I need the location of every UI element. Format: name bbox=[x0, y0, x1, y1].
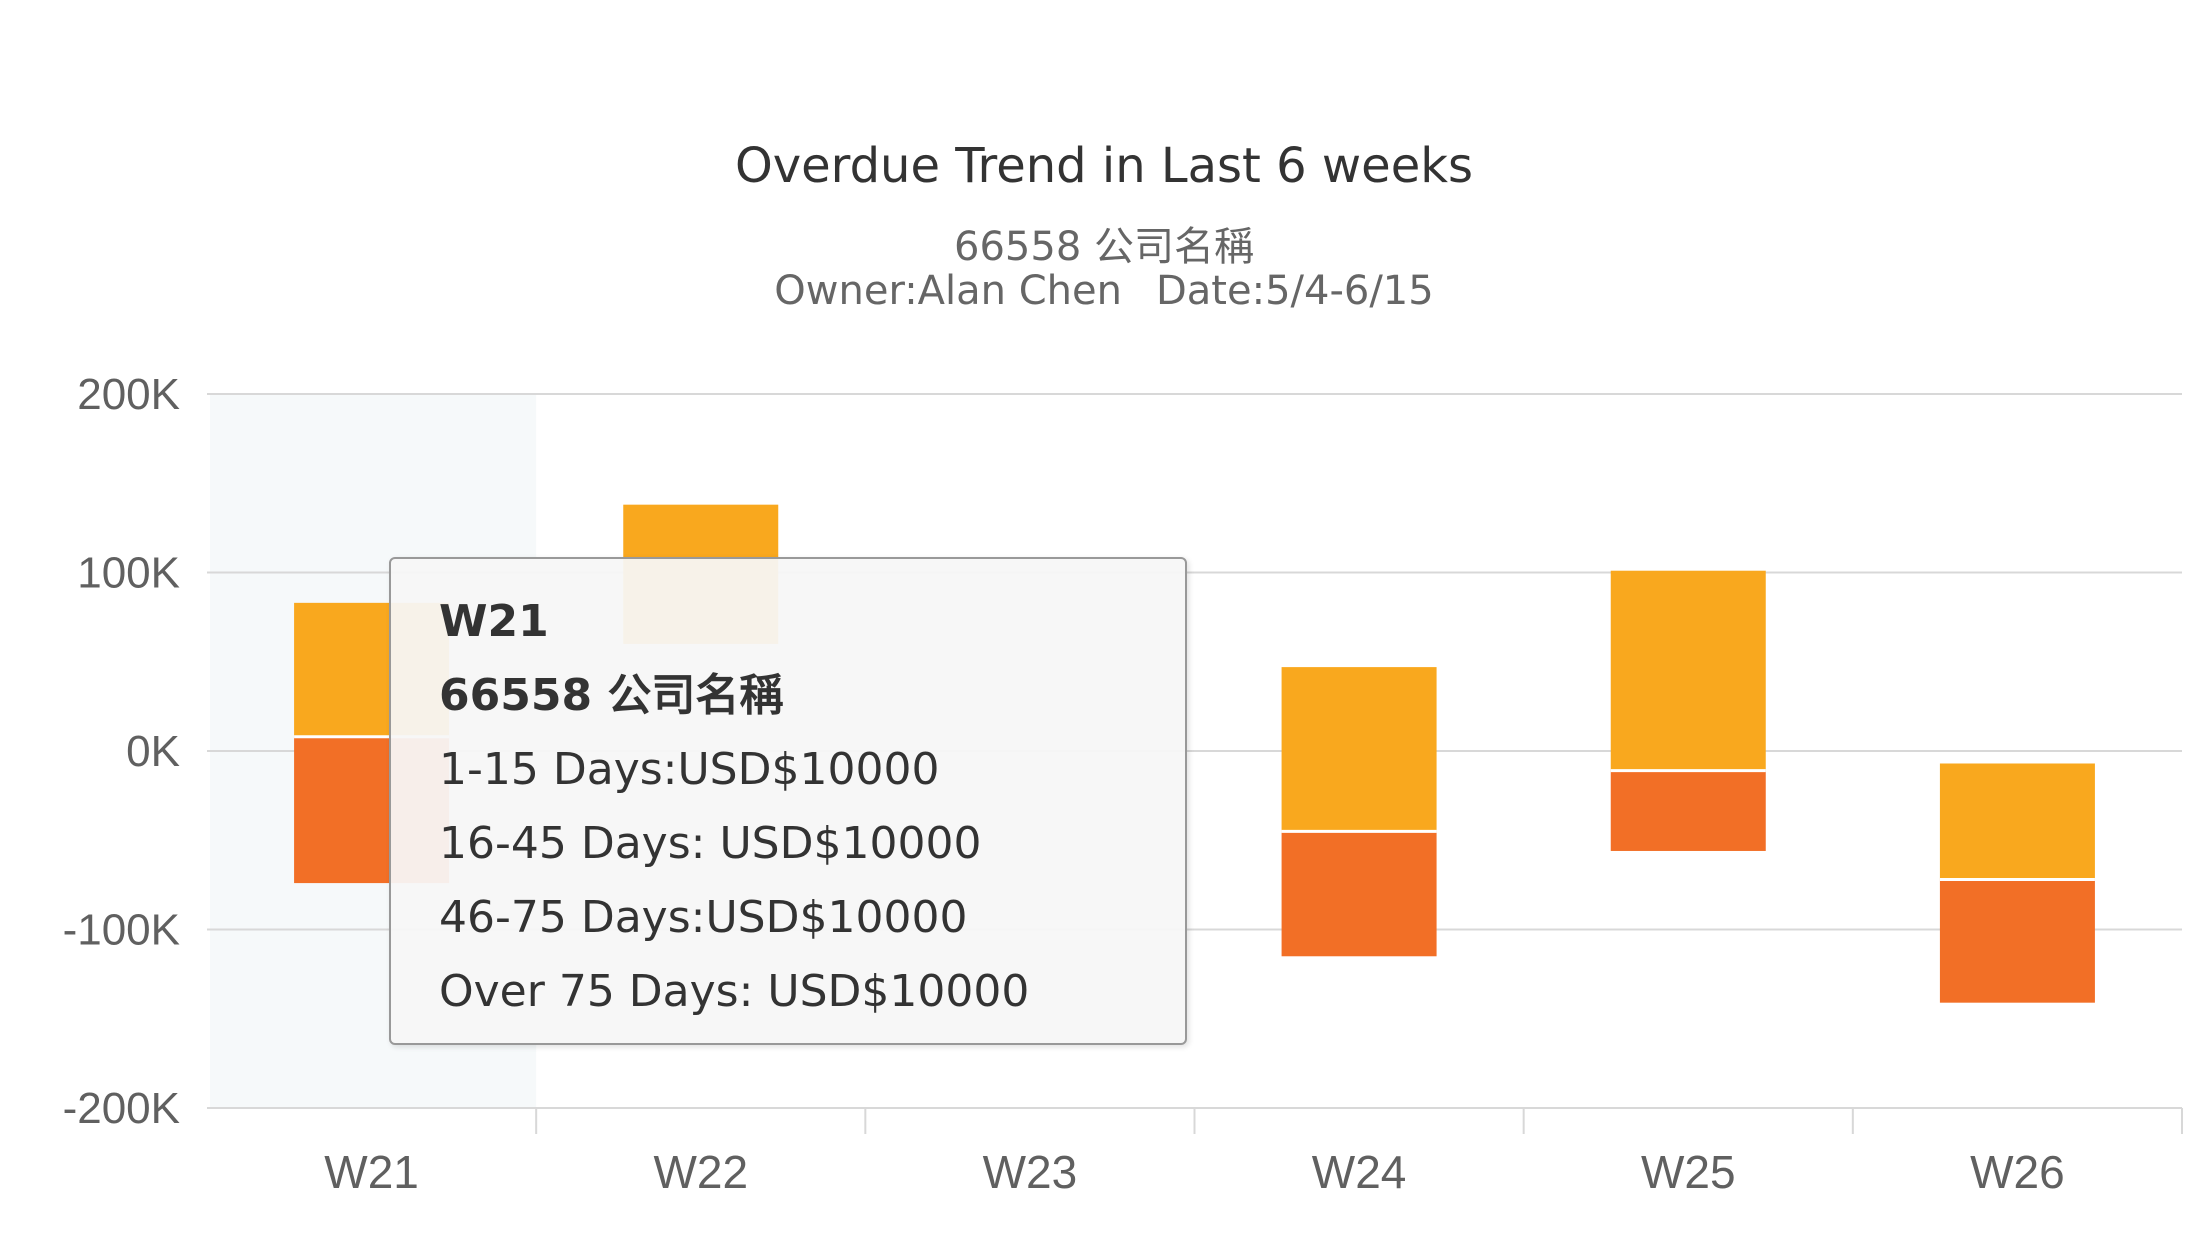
x-tick-label: W22 bbox=[653, 1146, 748, 1198]
chart-subtitle-company: 66558 公司名稱 bbox=[954, 224, 1254, 270]
tooltip-line: Over 75 Days: USD$10000 bbox=[439, 966, 1030, 1017]
chart-subtitle-owner: Owner:Alan Chen bbox=[774, 268, 1122, 314]
bar-lower-W24 bbox=[1281, 831, 1437, 957]
y-tick-label: -200K bbox=[63, 1084, 180, 1133]
chart-tooltip: W21 66558 公司名稱 1-15 Days:USD$10000 16-45… bbox=[389, 557, 1187, 1045]
tooltip-line: 46-75 Days:USD$10000 bbox=[439, 892, 968, 943]
x-tick-label: W23 bbox=[983, 1146, 1078, 1198]
tooltip-company: 66558 公司名稱 bbox=[439, 670, 784, 721]
bar-lower-W26 bbox=[1939, 879, 2095, 1003]
tooltip-title: W21 bbox=[439, 596, 549, 647]
x-tick-label: W26 bbox=[1970, 1146, 2065, 1198]
tooltip-line: 16-45 Days: USD$10000 bbox=[439, 818, 982, 869]
bar-upper-W25 bbox=[1610, 570, 1766, 771]
x-tick-label: W21 bbox=[324, 1146, 419, 1198]
bar-upper-W24 bbox=[1281, 667, 1437, 832]
x-tick-label: W25 bbox=[1641, 1146, 1736, 1198]
bar-upper-W26 bbox=[1939, 763, 2095, 880]
chart-subtitle-owner-date: Owner:Alan Chen Date:5/4-6/15 bbox=[0, 268, 2208, 314]
y-tick-label: -100K bbox=[63, 906, 180, 955]
x-tick-label: W24 bbox=[1312, 1146, 1407, 1198]
chart-subtitle-date: Date:5/4-6/15 bbox=[1155, 268, 1434, 314]
tooltip-line: 1-15 Days:USD$10000 bbox=[439, 744, 940, 795]
y-tick-label: 0K bbox=[126, 727, 180, 776]
y-tick-label: 100K bbox=[77, 549, 180, 598]
chart-title: Overdue Trend in Last 6 weeks bbox=[734, 138, 1474, 194]
bar-lower-W25 bbox=[1610, 770, 1766, 851]
y-tick-label: 200K bbox=[77, 370, 180, 419]
